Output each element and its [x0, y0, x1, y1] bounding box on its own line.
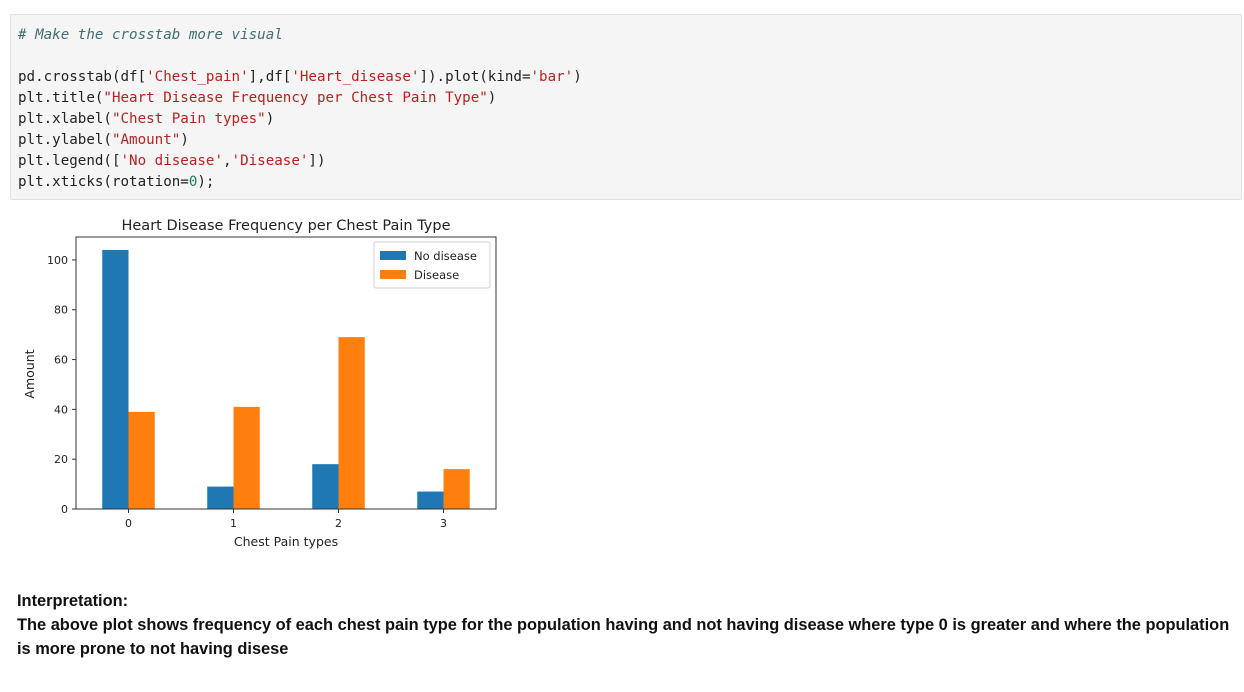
code-editor[interactable]: # Make the crosstab more visual pd.crosst… [18, 25, 582, 193]
code-line: plt.xlabel("Chest Pain types") [18, 109, 582, 130]
code-token: ); [197, 174, 215, 190]
bar-disease-type-1 [233, 406, 260, 509]
code-line: plt.ylabel("Amount") [18, 130, 582, 151]
code-token: plt.title( [18, 90, 104, 106]
legend-swatch [380, 251, 406, 260]
code-token: plt.xlabel( [18, 111, 112, 127]
code-string-token: "Heart Disease Frequency per Chest Pain … [103, 90, 488, 106]
code-token: pd.crosstab(df[ [18, 69, 147, 85]
bar-no-disease-type-1 [207, 486, 234, 509]
x-tick-label: 3 [440, 517, 447, 530]
code-token: ) [265, 111, 275, 127]
code-token: ],df[ [248, 69, 292, 85]
code-blank-line [18, 46, 582, 67]
code-token: ) [573, 69, 582, 85]
code-line: plt.legend(['No disease','Disease']) [18, 151, 582, 172]
code-line: plt.xticks(rotation=0); [18, 172, 582, 193]
code-line: pd.crosstab(df['Chest_pain'],df['Heart_d… [18, 67, 582, 88]
interpretation-heading: Interpretation: [17, 592, 129, 610]
legend-label: Disease [414, 268, 459, 282]
y-tick-label: 0 [61, 503, 68, 516]
code-line: plt.title("Heart Disease Frequency per C… [18, 88, 582, 109]
chart-legend: No disease Disease [373, 241, 491, 289]
y-axis-label: Amount [22, 349, 37, 398]
y-tick-label: 40 [54, 403, 68, 416]
code-string-token: 'Heart_disease' [291, 69, 420, 85]
code-string-token: 'No disease' [120, 153, 224, 169]
y-tick-label: 100 [47, 254, 68, 267]
code-token: # Make the crosstab more visual [18, 27, 283, 43]
x-tick-label: 0 [125, 517, 132, 530]
legend-swatch [380, 270, 406, 279]
y-tick-label: 80 [54, 304, 68, 317]
code-string-token: "Amount" [111, 132, 181, 148]
y-tick-label: 60 [54, 354, 68, 367]
code-token: ) [487, 90, 497, 106]
x-tick-label: 1 [230, 517, 237, 530]
code-token: ) [180, 132, 189, 148]
code-number-token: 0 [188, 174, 198, 190]
bar-disease-type-3 [443, 469, 470, 509]
code-string-token: 'bar' [530, 69, 574, 85]
bar-disease-type-0 [128, 411, 155, 509]
code-cell[interactable]: # Make the crosstab more visual pd.crosst… [10, 14, 1242, 200]
y-tick-label: 20 [54, 453, 68, 466]
code-token: ]) [308, 153, 326, 169]
bar-no-disease-type-2 [312, 464, 339, 509]
code-token: , [223, 153, 232, 169]
bar-disease-type-2 [338, 337, 365, 509]
code-token: plt.legend([ [18, 153, 121, 169]
code-token: plt.ylabel( [18, 132, 112, 148]
x-tick-label: 2 [335, 517, 342, 530]
code-string-token: "Chest Pain types" [111, 111, 266, 127]
x-axis-label: Chest Pain types [234, 534, 338, 549]
bar-chart: Heart Disease Frequency per Chest Pain T… [22, 218, 497, 549]
chart-title: Heart Disease Frequency per Chest Pain T… [121, 218, 450, 234]
plot-area-frame [75, 236, 497, 510]
interpretation-text: Interpretation: The above plot shows fre… [17, 589, 1232, 661]
code-token: plt.xticks(rotation= [18, 174, 189, 190]
code-comment-line: # Make the crosstab more visual [18, 25, 582, 46]
bar-no-disease-type-0 [102, 249, 129, 509]
bar-no-disease-type-3 [417, 491, 444, 509]
code-string-token: 'Disease' [231, 153, 309, 169]
code-string-token: 'Chest_pain' [146, 69, 249, 85]
interpretation-body: The above plot shows frequency of each c… [17, 616, 1230, 658]
code-token: ]).plot(kind= [419, 69, 531, 85]
legend-label: No disease [414, 249, 477, 263]
